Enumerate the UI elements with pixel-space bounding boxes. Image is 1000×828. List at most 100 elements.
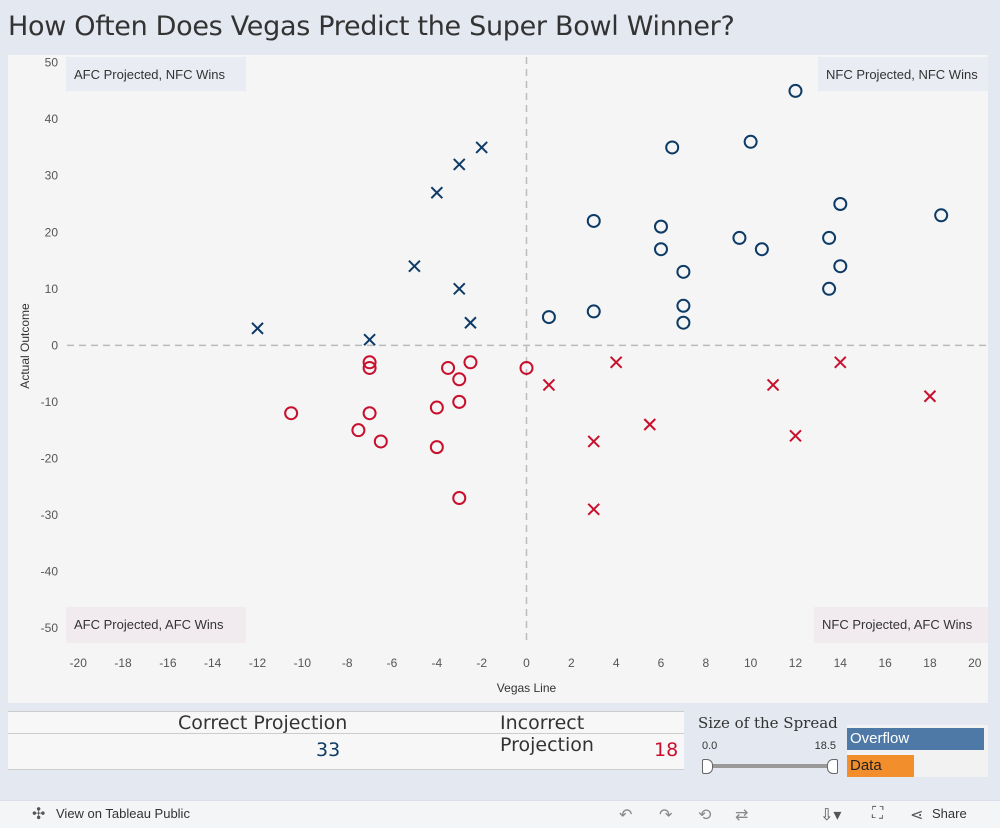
share-icon[interactable]: ⋖ (910, 807, 924, 824)
x-tick-label: -18 (114, 656, 132, 670)
data-point-circle (653, 219, 668, 234)
tableau-logo-icon: ✣ (32, 806, 46, 823)
data-point-circle (284, 406, 299, 421)
y-axis-label: Actual Outcome (18, 303, 32, 389)
slider-track[interactable] (706, 764, 832, 768)
data-point-circle (452, 491, 467, 505)
redo-icon[interactable]: ↷ (659, 807, 673, 824)
data-point-x (609, 356, 623, 369)
data-point-circle (362, 360, 377, 375)
data-point-circle (362, 355, 377, 370)
incorrect-projection-value: 18 (654, 739, 679, 761)
data-point-x (363, 333, 376, 346)
data-point-circle (822, 281, 837, 296)
data-point-x (408, 259, 421, 273)
x-tick-label: 20 (968, 656, 982, 670)
x-axis-label: Vegas Line (497, 681, 557, 695)
y-tick-label: -50 (41, 621, 59, 635)
correct-projection-header: Correct Projection (178, 712, 348, 734)
quadrant-label-top-left: AFC Projected, NFC Wins (74, 67, 225, 82)
scatter-plot-panel: AFC Projected, NFC Wins NFC Projected, NF… (8, 55, 988, 703)
legend: Overflow Data (847, 725, 988, 777)
data-point-circle (373, 434, 388, 449)
slider-max-handle[interactable] (827, 759, 838, 774)
tableau-toolbar: ✣ View on Tableau Public ↶ ↷ ⟲ ⇄ ⇩▾ ⛶ ⋖ … (0, 800, 1000, 828)
data-point-circle (822, 230, 837, 245)
y-tick-label: -20 (41, 451, 59, 465)
quadrant-label-bottom-right: NFC Projected, AFC Wins (822, 617, 973, 632)
data-point-x (923, 390, 937, 403)
data-point-x (430, 186, 444, 199)
data-point-circle (586, 304, 601, 319)
x-tick-label: -4 (432, 656, 443, 670)
incorrect-projection-header: Incorrect Projection (500, 712, 594, 756)
x-tick-label: 6 (658, 656, 665, 670)
x-tick-label: 2 (568, 656, 575, 670)
share-button[interactable]: Share (932, 806, 967, 821)
x-tick-label: -2 (476, 656, 487, 670)
spread-size-filter: Size of the Spread 0.0 18.5 (694, 711, 840, 774)
legend-item-overflow[interactable]: Overflow (847, 728, 984, 750)
y-tick-label: -10 (41, 395, 59, 409)
data-point-circle (519, 360, 534, 375)
undo-icon[interactable]: ↶ (619, 807, 633, 824)
data-point-x (834, 356, 847, 369)
x-tick-label: 12 (789, 656, 803, 670)
data-point-circle (665, 140, 680, 155)
y-tick-label: 50 (45, 56, 59, 70)
data-point-circle (676, 315, 691, 330)
x-tick-label: -6 (387, 656, 398, 670)
y-tick-label: 40 (45, 112, 59, 126)
legend-item-data[interactable]: Data (847, 755, 914, 777)
data-point-x (643, 418, 656, 431)
quadrant-label-bottom-left: AFC Projected, AFC Wins (74, 617, 224, 632)
x-tick-label: 0 (523, 656, 530, 670)
revert-icon[interactable]: ⟲ (698, 807, 712, 824)
quadrant-label-bg (814, 607, 988, 643)
y-tick-label: 20 (45, 225, 59, 239)
data-point-x (464, 316, 477, 329)
slider-title: Size of the Spread (698, 714, 838, 732)
data-point-circle (452, 394, 467, 409)
scatter-chart: AFC Projected, NFC Wins NFC Projected, NF… (18, 56, 988, 695)
data-point-circle (833, 197, 848, 211)
data-point-circle (463, 355, 478, 370)
x-tick-label: 10 (744, 656, 758, 670)
data-point-circle (541, 310, 556, 325)
data-point-circle (833, 259, 848, 274)
data-point-x (587, 435, 600, 448)
x-tick-label: 8 (702, 656, 709, 670)
x-tick-label: -8 (342, 656, 353, 670)
x-tick-label: 4 (613, 656, 620, 670)
data-point-circle (586, 213, 601, 228)
data-point-circle (676, 298, 691, 313)
x-tick-label: -10 (294, 656, 312, 670)
x-tick-label: 14 (834, 656, 848, 670)
data-point-circle (362, 406, 377, 421)
data-point-circle (732, 230, 747, 245)
quadrant-label-top-right: NFC Projected, NFC Wins (826, 67, 978, 82)
data-point-circle (351, 423, 366, 438)
y-tick-label: 30 (45, 169, 59, 183)
y-tick-label: 10 (45, 282, 59, 296)
quadrant-label-bg (818, 57, 988, 91)
slider-min-handle[interactable] (702, 759, 713, 774)
download-icon[interactable]: ⇩▾ (820, 807, 842, 824)
x-tick-label: -20 (70, 656, 88, 670)
data-point-x (766, 378, 780, 392)
correct-projection-value: 33 (316, 739, 341, 761)
refresh-icon[interactable]: ⇄ (735, 807, 749, 824)
x-tick-label: -14 (204, 656, 222, 670)
view-on-tableau-link[interactable]: View on Tableau Public (56, 806, 190, 821)
x-tick-label: -16 (159, 656, 177, 670)
data-point-x (587, 503, 600, 516)
data-point-circle (429, 400, 444, 415)
x-tick-label: -12 (249, 656, 267, 670)
quadrant-label-bg (66, 57, 246, 91)
data-point-x (251, 322, 264, 335)
x-tick-label: 16 (878, 656, 892, 670)
y-tick-label: -30 (41, 508, 59, 522)
slider-min-label: 0.0 (702, 740, 718, 752)
fullscreen-icon[interactable]: ⛶ (872, 805, 884, 822)
data-point-x (453, 158, 466, 171)
